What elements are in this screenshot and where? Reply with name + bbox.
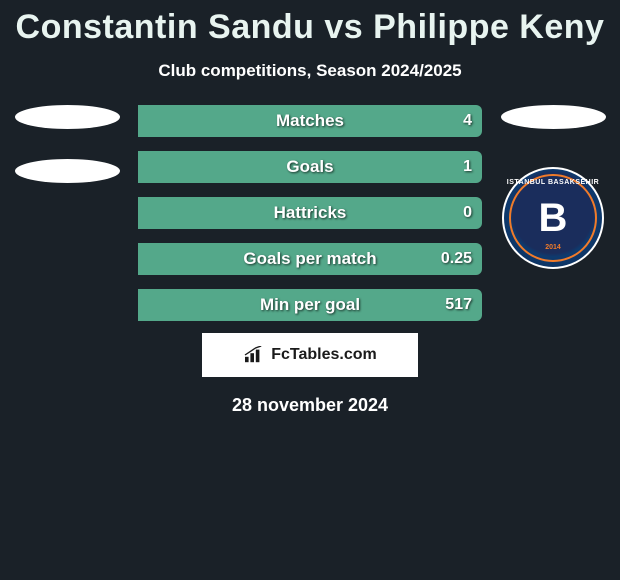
badge-club-name: ISTANBUL BASAKSEHIR [504,179,602,186]
stat-value-right: 4 [463,105,472,137]
logo-text: FcTables.com [271,346,377,364]
subtitle: Club competitions, Season 2024/2025 [0,61,620,81]
date: 28 november 2024 [0,395,620,416]
stat-value-right: 517 [445,289,472,321]
stat-row: Min per goal517 [138,289,482,321]
stat-bar-right [138,197,482,229]
stat-row: Goals1 [138,151,482,183]
stat-row: Goals per match0.25 [138,243,482,275]
right-player-avatar-placeholder [501,105,606,129]
badge-letter: B [539,198,568,238]
stat-bar-right [138,105,482,137]
chart-icon [243,346,265,364]
stat-bar-right [138,289,482,321]
badge-year: 2014 [504,244,602,251]
stat-bars: Matches4 Goals1 Hattricks0 Goals per match0… [138,105,482,335]
comparison-chart: Matches4 Goals1 Hattricks0 Goals per match0… [0,105,620,325]
stat-row: Matches4 [138,105,482,137]
left-player-avatar-placeholder-2 [15,159,120,183]
page-title: Constantin Sandu vs Philippe Keny [0,0,620,47]
stat-value-right: 0 [463,197,472,229]
right-team-badge: ISTANBUL BASAKSEHIR B 2014 [502,167,604,269]
stat-value-right: 0.25 [441,243,472,275]
right-player-column: ISTANBUL BASAKSEHIR B 2014 [494,105,612,269]
fctables-logo: FcTables.com [202,333,418,377]
stat-bar-right [138,151,482,183]
stat-value-right: 1 [463,151,472,183]
left-player-avatar-placeholder-1 [15,105,120,129]
left-player-column [8,105,126,213]
stat-row: Hattricks0 [138,197,482,229]
stat-bar-right [138,243,482,275]
